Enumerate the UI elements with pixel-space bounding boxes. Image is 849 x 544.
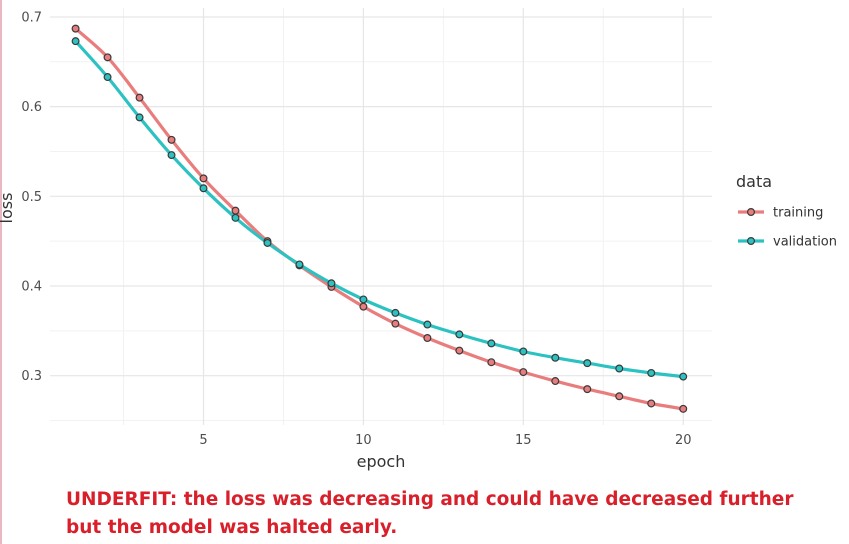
validation-point xyxy=(455,330,464,339)
validation-point xyxy=(135,113,144,122)
y-tick-label: 0.6 xyxy=(21,100,42,115)
x-tick-label: 15 xyxy=(515,433,532,448)
training-point xyxy=(615,392,624,401)
y-axis-title: loss xyxy=(0,193,16,224)
training-point xyxy=(103,53,112,62)
underfit-caption: UNDERFIT: the loss was decreasing and co… xyxy=(66,486,826,542)
x-tick-label: 5 xyxy=(199,433,207,448)
validation-point xyxy=(263,238,272,247)
validation-point xyxy=(327,279,336,288)
training-point xyxy=(551,377,560,386)
validation-point xyxy=(167,151,176,160)
legend: data training validation xyxy=(736,172,837,250)
validation-point xyxy=(359,295,368,304)
training-point xyxy=(359,302,368,311)
training-point xyxy=(135,93,144,102)
x-tick-label: 10 xyxy=(355,433,372,448)
training-point xyxy=(583,385,592,394)
y-tick-label: 0.7 xyxy=(21,10,42,25)
validation-point xyxy=(103,73,112,82)
validation-point xyxy=(583,359,592,368)
training-point xyxy=(679,404,688,413)
training-point xyxy=(167,135,176,144)
validation-point xyxy=(679,372,688,381)
major-gridlines xyxy=(50,8,712,425)
training-point xyxy=(391,319,400,328)
y-axis-ticks: 0.3 0.4 0.5 0.6 0.7 xyxy=(21,10,42,384)
caption-line-1: UNDERFIT: the loss was decreasing and co… xyxy=(66,489,794,510)
validation-point xyxy=(551,353,560,362)
validation-point xyxy=(487,339,496,348)
validation-point xyxy=(295,260,304,269)
caption-line-2: but the model was halted early. xyxy=(66,517,398,538)
training-point xyxy=(71,24,80,33)
validation-point xyxy=(231,213,240,222)
validation-point xyxy=(519,347,528,356)
training-point xyxy=(231,206,240,215)
validation-point xyxy=(391,308,400,317)
legend-label: validation xyxy=(773,235,837,250)
x-axis-title: epoch xyxy=(357,452,406,471)
validation-point xyxy=(615,364,624,373)
training-point xyxy=(487,358,496,367)
training-point xyxy=(455,346,464,355)
training-point xyxy=(423,334,432,343)
legend-key-point xyxy=(746,237,755,246)
legend-item-training: training xyxy=(738,206,823,221)
training-line xyxy=(74,27,685,411)
validation-line xyxy=(74,39,685,379)
legend-label: training xyxy=(773,206,823,221)
training-point xyxy=(647,399,656,408)
y-tick-label: 0.3 xyxy=(21,369,42,384)
minor-gridlines xyxy=(50,8,712,425)
legend-item-validation: validation xyxy=(738,235,837,250)
loss-chart: 5 10 15 20 0.3 0.4 0.5 0.6 0.7 epoch loss data … xyxy=(0,8,837,471)
series-points xyxy=(71,24,688,413)
page-edge-line xyxy=(0,0,2,544)
x-axis-ticks: 5 10 15 20 xyxy=(199,433,691,448)
legend-key-point xyxy=(746,208,755,217)
validation-point xyxy=(423,320,432,329)
x-tick-label: 20 xyxy=(675,433,692,448)
validation-point xyxy=(71,37,80,46)
y-tick-label: 0.5 xyxy=(21,190,42,205)
validation-point xyxy=(647,368,656,377)
series-lines xyxy=(74,27,685,411)
training-point xyxy=(199,174,208,183)
legend-title: data xyxy=(736,172,772,191)
validation-point xyxy=(199,184,208,193)
y-tick-label: 0.4 xyxy=(21,280,42,295)
legend-items: training validation xyxy=(738,206,837,250)
training-point xyxy=(519,368,528,377)
